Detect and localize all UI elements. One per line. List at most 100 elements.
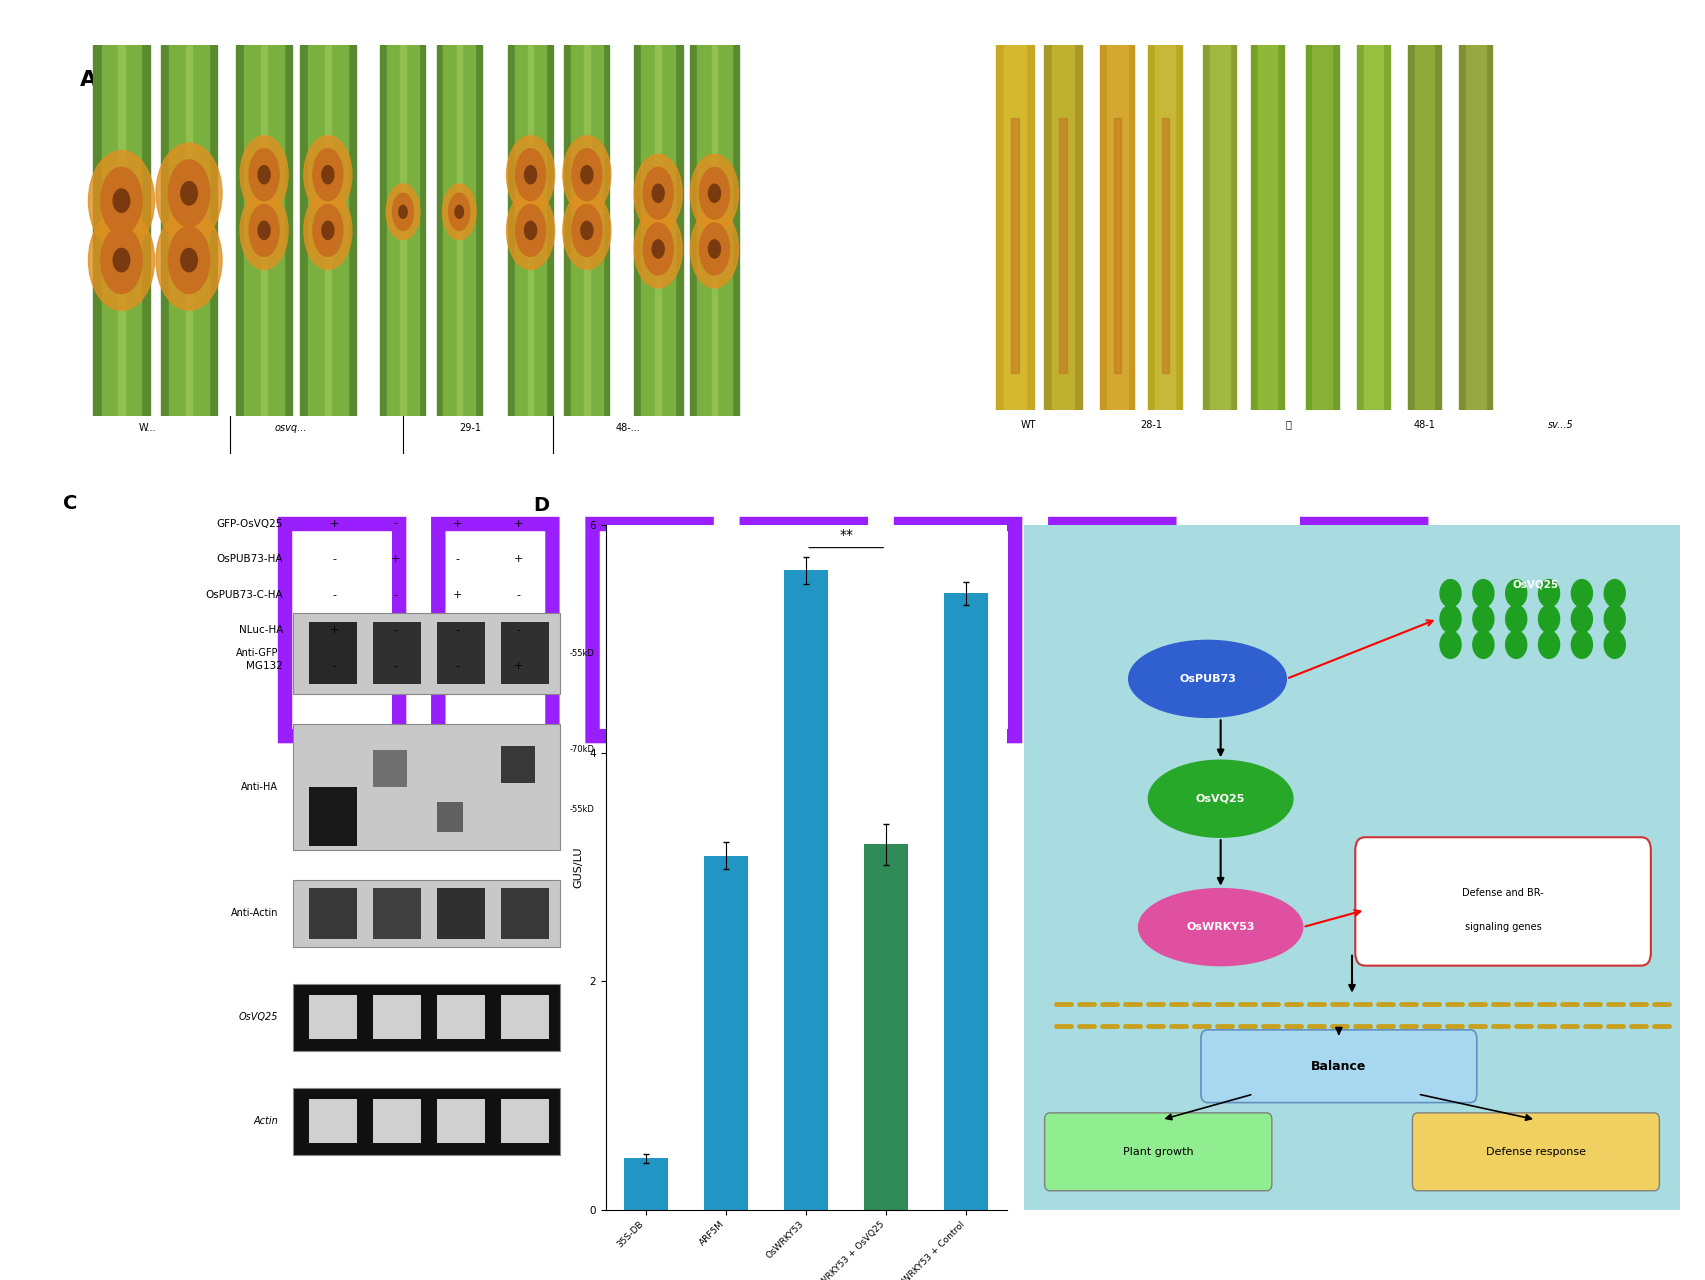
Text: 大气污染治理,大: 大气污染治理,大 — [264, 503, 1441, 751]
Bar — [583, 45, 590, 416]
Circle shape — [1439, 580, 1459, 607]
Circle shape — [1570, 580, 1591, 607]
Circle shape — [1471, 631, 1494, 658]
Text: -: - — [394, 590, 397, 600]
Bar — [387, 45, 418, 416]
Bar — [324, 45, 331, 416]
Text: Actin: Actin — [252, 1116, 278, 1126]
Ellipse shape — [691, 210, 738, 288]
Text: +: + — [452, 518, 462, 529]
Circle shape — [1538, 631, 1558, 658]
Ellipse shape — [322, 221, 334, 239]
Text: W...: W... — [138, 422, 157, 433]
Text: +: + — [329, 518, 339, 529]
Text: -: - — [332, 554, 336, 564]
Bar — [864, 845, 907, 1210]
Ellipse shape — [455, 205, 464, 219]
Bar — [102, 45, 142, 416]
Text: OsPUB73-C-HA: OsPUB73-C-HA — [205, 590, 283, 600]
Bar — [457, 45, 462, 416]
Bar — [372, 622, 421, 685]
Text: Anti-HA: Anti-HA — [240, 782, 278, 792]
Ellipse shape — [303, 136, 351, 214]
Bar — [1311, 45, 1332, 410]
Ellipse shape — [322, 165, 334, 184]
Bar — [564, 45, 609, 416]
Ellipse shape — [312, 148, 343, 201]
Text: OsWRKY53: OsWRKY53 — [1185, 922, 1255, 932]
Text: C: C — [63, 494, 77, 513]
Text: -: - — [394, 660, 397, 671]
Bar — [1257, 45, 1277, 410]
Circle shape — [1471, 605, 1494, 632]
Ellipse shape — [699, 168, 730, 219]
Ellipse shape — [89, 151, 155, 251]
Text: OsPUB73: OsPUB73 — [1178, 673, 1234, 684]
FancyBboxPatch shape — [1412, 1112, 1659, 1190]
Bar — [293, 879, 559, 947]
Ellipse shape — [523, 221, 537, 239]
Ellipse shape — [515, 148, 546, 201]
Text: Defense and BR-: Defense and BR- — [1461, 888, 1543, 897]
Bar — [372, 1098, 421, 1143]
Bar — [293, 724, 559, 850]
Ellipse shape — [515, 205, 546, 256]
Bar — [571, 45, 602, 416]
Bar — [372, 888, 421, 938]
Ellipse shape — [643, 168, 673, 219]
Text: OsVQ25: OsVQ25 — [239, 1012, 278, 1023]
Text: -: - — [332, 660, 336, 671]
FancyBboxPatch shape — [1043, 1112, 1272, 1190]
Text: +: + — [329, 626, 339, 635]
Circle shape — [1439, 631, 1459, 658]
Text: -: - — [517, 626, 520, 635]
Ellipse shape — [181, 248, 198, 271]
Bar — [1043, 45, 1081, 410]
Bar — [293, 984, 559, 1051]
Text: A: A — [80, 70, 97, 90]
Bar — [1209, 45, 1229, 410]
Text: -55kD: -55kD — [569, 649, 595, 658]
Bar — [500, 995, 549, 1039]
Bar — [1161, 118, 1168, 372]
Ellipse shape — [249, 205, 280, 256]
Bar — [689, 45, 738, 416]
Ellipse shape — [1147, 760, 1292, 837]
Bar — [1113, 118, 1120, 372]
Text: -: - — [394, 626, 397, 635]
Bar — [401, 45, 406, 416]
Text: Defense response: Defense response — [1485, 1147, 1586, 1157]
Circle shape — [1506, 631, 1526, 658]
Text: Anti-GFP: Anti-GFP — [235, 649, 278, 658]
Text: GFP-OsVQ25: GFP-OsVQ25 — [217, 518, 283, 529]
Ellipse shape — [385, 184, 419, 239]
Text: 28-1: 28-1 — [1141, 420, 1161, 430]
Bar — [1304, 45, 1338, 410]
Circle shape — [1603, 605, 1625, 632]
Ellipse shape — [580, 165, 593, 184]
Bar — [515, 45, 546, 416]
Bar — [500, 1098, 549, 1143]
Circle shape — [1538, 580, 1558, 607]
Bar — [527, 45, 534, 416]
Circle shape — [1439, 605, 1459, 632]
Ellipse shape — [89, 210, 155, 310]
Bar — [1465, 45, 1485, 410]
Circle shape — [1506, 580, 1526, 607]
Circle shape — [1570, 631, 1591, 658]
Bar — [235, 45, 292, 416]
Ellipse shape — [399, 205, 407, 219]
Bar — [1362, 45, 1383, 410]
Text: -70kD: -70kD — [569, 745, 595, 754]
Bar — [784, 571, 827, 1210]
Text: 29-1: 29-1 — [459, 422, 481, 433]
Bar — [500, 746, 534, 783]
Circle shape — [1570, 605, 1591, 632]
Ellipse shape — [181, 182, 198, 205]
Text: sv...5: sv...5 — [1546, 420, 1574, 430]
Bar — [1107, 45, 1127, 410]
Ellipse shape — [155, 143, 222, 243]
Text: -: - — [332, 590, 336, 600]
Bar — [1407, 45, 1441, 410]
Bar — [943, 593, 987, 1210]
